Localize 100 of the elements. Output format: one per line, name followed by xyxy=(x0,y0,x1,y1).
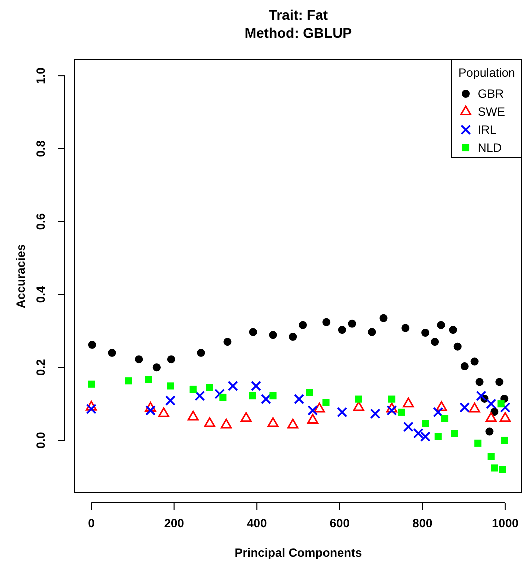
legend-label: GBR xyxy=(478,87,504,101)
point xyxy=(433,407,444,418)
point xyxy=(224,338,232,346)
point xyxy=(460,402,470,413)
point xyxy=(449,326,458,334)
point xyxy=(299,321,308,330)
point xyxy=(125,378,132,385)
point xyxy=(434,433,442,440)
point xyxy=(498,400,505,408)
point xyxy=(486,428,494,436)
point xyxy=(388,396,396,403)
point xyxy=(158,408,170,418)
point xyxy=(152,364,161,372)
point xyxy=(108,349,116,358)
point xyxy=(165,396,176,406)
point xyxy=(146,405,156,416)
point xyxy=(486,398,497,410)
point xyxy=(422,420,430,428)
point xyxy=(469,402,480,413)
point xyxy=(135,356,144,364)
point xyxy=(288,418,299,429)
point xyxy=(197,349,206,358)
x-tick-label: 0 xyxy=(88,516,96,530)
point xyxy=(501,436,508,444)
point xyxy=(474,440,482,447)
point xyxy=(86,404,97,414)
point xyxy=(402,324,410,332)
y-axis-title: Accuracies xyxy=(14,244,28,309)
point xyxy=(294,394,305,405)
point xyxy=(188,410,199,421)
point xyxy=(353,401,364,412)
y-tick-label: 0.4 xyxy=(34,286,48,304)
point xyxy=(249,392,257,400)
point xyxy=(228,381,238,392)
point xyxy=(167,382,174,390)
point xyxy=(486,412,497,422)
x-tick-label: 600 xyxy=(330,516,350,530)
point xyxy=(500,402,511,413)
point xyxy=(386,405,398,416)
point xyxy=(190,386,197,394)
x-axis-title: Principal Components xyxy=(234,546,362,560)
point xyxy=(380,314,388,322)
point xyxy=(289,333,298,341)
point xyxy=(368,328,376,336)
point xyxy=(268,417,279,428)
point xyxy=(370,408,381,420)
point xyxy=(145,402,156,412)
point xyxy=(386,402,398,413)
point xyxy=(240,412,252,422)
point xyxy=(500,412,511,422)
point xyxy=(337,407,348,418)
y-tick-label: 1.0 xyxy=(34,67,48,84)
point xyxy=(251,381,262,392)
chart-title: Trait: Fat xyxy=(268,7,328,23)
point xyxy=(431,338,440,346)
point xyxy=(167,356,176,364)
point xyxy=(322,318,331,326)
point xyxy=(398,408,406,416)
point xyxy=(308,405,318,416)
point xyxy=(194,390,206,402)
point xyxy=(220,394,227,402)
point xyxy=(322,399,330,406)
legend-title: Population xyxy=(458,66,516,80)
point xyxy=(261,394,272,405)
point xyxy=(441,415,449,422)
point xyxy=(270,392,277,400)
point xyxy=(206,384,214,392)
point xyxy=(403,398,414,408)
point xyxy=(476,378,484,386)
point xyxy=(314,402,326,413)
point xyxy=(403,422,414,432)
point xyxy=(422,329,430,337)
legend-label: SWE xyxy=(478,105,506,119)
point xyxy=(249,328,258,336)
y-tick-label: 0.8 xyxy=(34,140,48,158)
point xyxy=(454,342,462,351)
point xyxy=(355,396,362,403)
point xyxy=(460,362,469,371)
point xyxy=(348,320,356,328)
x-tick-label: 800 xyxy=(412,516,433,530)
point xyxy=(451,430,458,438)
point xyxy=(307,414,319,424)
legend-label: IRL xyxy=(478,123,497,137)
point xyxy=(220,418,232,429)
point xyxy=(491,464,498,472)
point xyxy=(470,358,479,366)
point xyxy=(338,326,346,334)
point xyxy=(476,390,487,402)
point xyxy=(437,321,446,330)
x-tick-label: 1000 xyxy=(492,516,520,530)
legend-label: NLD xyxy=(478,141,502,155)
point xyxy=(496,378,504,386)
point xyxy=(145,376,152,384)
y-tick-label: 0.2 xyxy=(34,358,48,376)
y-tick-label: 0.0 xyxy=(34,432,48,449)
y-tick-label: 0.6 xyxy=(34,213,48,230)
point xyxy=(204,417,216,428)
point xyxy=(436,401,448,412)
x-tick-label: 200 xyxy=(164,516,185,530)
point xyxy=(88,341,96,350)
